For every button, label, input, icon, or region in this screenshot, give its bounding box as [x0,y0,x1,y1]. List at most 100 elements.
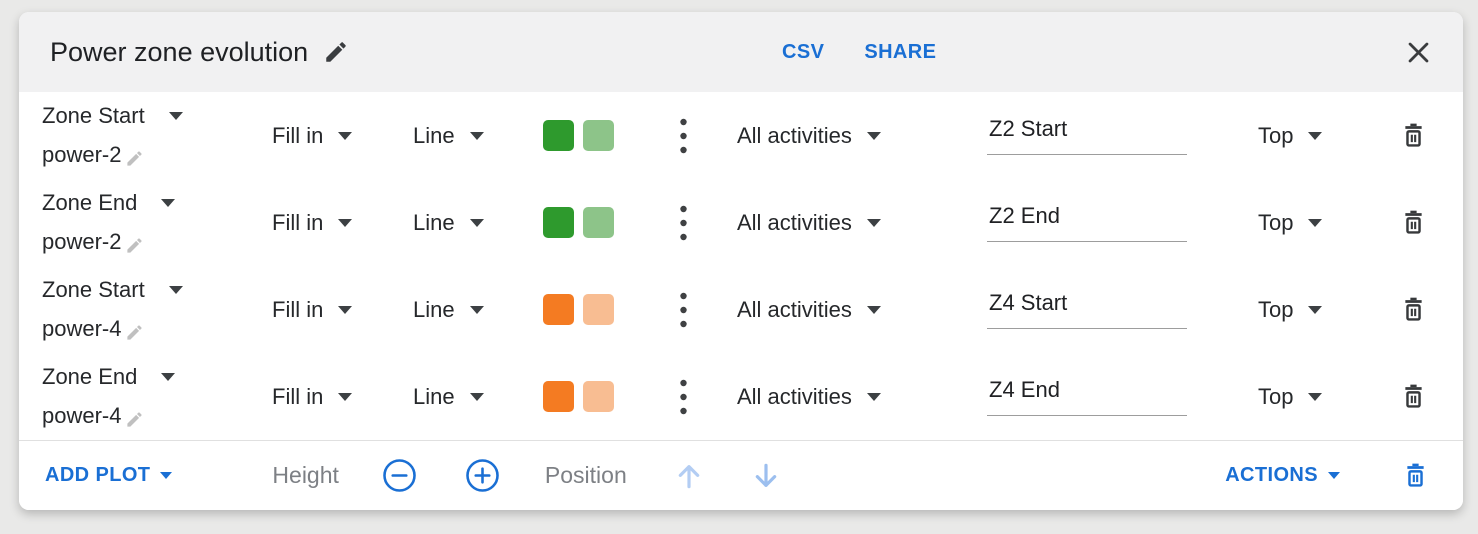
color-swatch-secondary[interactable] [583,120,614,151]
more-options-button[interactable] [672,113,695,159]
activities-select-label: All activities [737,383,852,409]
add-plot-button[interactable]: ADD PLOT [45,464,173,487]
fill-select[interactable]: Fill in [272,122,353,149]
plus-circle-icon [466,459,499,492]
trash-icon [1405,384,1422,408]
color-swatch-secondary[interactable] [583,381,614,412]
height-label: Height [272,462,339,488]
minus-circle-icon [383,459,416,492]
field-source[interactable]: power-2 [42,142,144,168]
dialog-footer: ADD PLOT Height Position [19,440,1463,510]
field-select-label: Zone Start [42,277,145,302]
delete-chart-button[interactable] [1402,461,1429,490]
plot-row-4: Zone End power-4 Fill in Line [19,353,1463,440]
fill-select[interactable]: Fill in [272,296,353,323]
more-options-button[interactable] [672,287,695,333]
color-swatch-primary[interactable] [543,120,574,151]
line-select[interactable]: Line [413,297,484,323]
vertical-dots-icon [680,205,687,240]
fill-select-label: Fill in [272,209,324,235]
chevron-down-icon [1308,218,1323,227]
activities-select[interactable]: All activities [737,384,881,410]
trash-icon [1405,123,1422,147]
line-select[interactable]: Line [413,123,484,149]
field-source-label: power-2 [42,229,122,254]
field-select[interactable]: Zone Start [42,277,183,303]
plot-row-1: Zone Start power-2 Fill in Line [19,92,1463,179]
position-select[interactable]: Top [1258,210,1323,236]
color-swatch-secondary[interactable] [583,294,614,325]
edit-source-icon [127,151,143,166]
edit-source-icon [127,238,143,253]
field-select[interactable]: Zone Start [42,103,183,129]
color-swatch-secondary[interactable] [583,207,614,238]
share-button[interactable]: SHARE [864,40,937,63]
plot-label-input[interactable] [987,116,1187,155]
move-up-button[interactable] [673,460,705,492]
chevron-down-icon [168,112,183,120]
position-select[interactable]: Top [1258,123,1323,149]
actions-button[interactable]: ACTIONS [1225,464,1340,487]
line-select-label: Line [413,383,455,409]
field-cell: Zone Start power-2 [42,103,272,168]
activities-select[interactable]: All activities [737,123,881,149]
line-select[interactable]: Line [413,384,484,410]
vertical-dots-icon [680,118,687,153]
chevron-down-icon [1308,131,1323,140]
csv-button[interactable]: CSV [782,40,825,63]
arrow-up-icon [678,464,700,488]
activities-select[interactable]: All activities [737,297,881,323]
fill-select[interactable]: Fill in [272,384,353,410]
line-select[interactable]: Line [413,210,484,236]
title-wrap: Power zone evolution [50,37,349,68]
more-options-button[interactable] [672,374,695,420]
chevron-down-icon [469,218,484,227]
field-cell: Zone Start power-4 [42,277,272,342]
fill-select-label: Fill in [272,296,324,322]
position-select[interactable]: Top [1258,297,1323,323]
plot-label-input[interactable] [987,290,1187,329]
dialog-header: Power zone evolution CSV SHARE [19,12,1463,92]
field-source[interactable]: power-4 [42,316,144,342]
chevron-down-icon [161,199,176,207]
field-source[interactable]: power-2 [42,229,144,255]
field-select[interactable]: Zone End [42,190,176,216]
color-swatch-primary[interactable] [543,207,574,238]
activities-select[interactable]: All activities [737,210,881,236]
field-source-label: power-4 [42,316,122,341]
more-options-button[interactable] [672,200,695,246]
position-select-label: Top [1258,383,1294,409]
plot-settings-dialog: Power zone evolution CSV SHARE Zone Star… [19,12,1463,510]
header-links: CSV SHARE [782,41,936,64]
chevron-down-icon [866,218,881,227]
field-cell: Zone End power-4 [42,364,272,429]
line-select-label: Line [413,209,455,235]
field-source[interactable]: power-4 [42,403,144,429]
color-swatch-primary[interactable] [543,381,574,412]
chevron-down-icon [469,392,484,401]
delete-plot-button[interactable] [1400,382,1427,411]
delete-plot-button[interactable] [1400,208,1427,237]
increase-height-button[interactable] [464,457,501,494]
fill-select-label: Fill in [272,122,324,148]
fill-select[interactable]: Fill in [272,209,353,236]
chevron-down-icon [866,392,881,401]
plot-label-input[interactable] [987,377,1187,416]
field-select[interactable]: Zone End [42,364,176,390]
chevron-down-icon [866,305,881,314]
delete-plot-button[interactable] [1400,295,1427,324]
delete-plot-button[interactable] [1400,121,1427,150]
position-select[interactable]: Top [1258,383,1323,410]
position-label: Position [544,462,627,488]
plot-label-input[interactable] [987,203,1187,242]
vertical-dots-icon [680,292,687,327]
color-swatch-primary[interactable] [543,294,574,325]
plot-row-2: Zone End power-2 Fill in Line [19,179,1463,266]
move-down-button[interactable] [750,460,782,492]
close-button[interactable] [1401,35,1435,69]
edit-title-icon[interactable] [323,39,349,65]
decrease-height-button[interactable] [381,457,418,494]
chevron-down-icon [1308,305,1323,314]
edit-source-icon [127,412,143,427]
chevron-down-icon [338,218,353,227]
